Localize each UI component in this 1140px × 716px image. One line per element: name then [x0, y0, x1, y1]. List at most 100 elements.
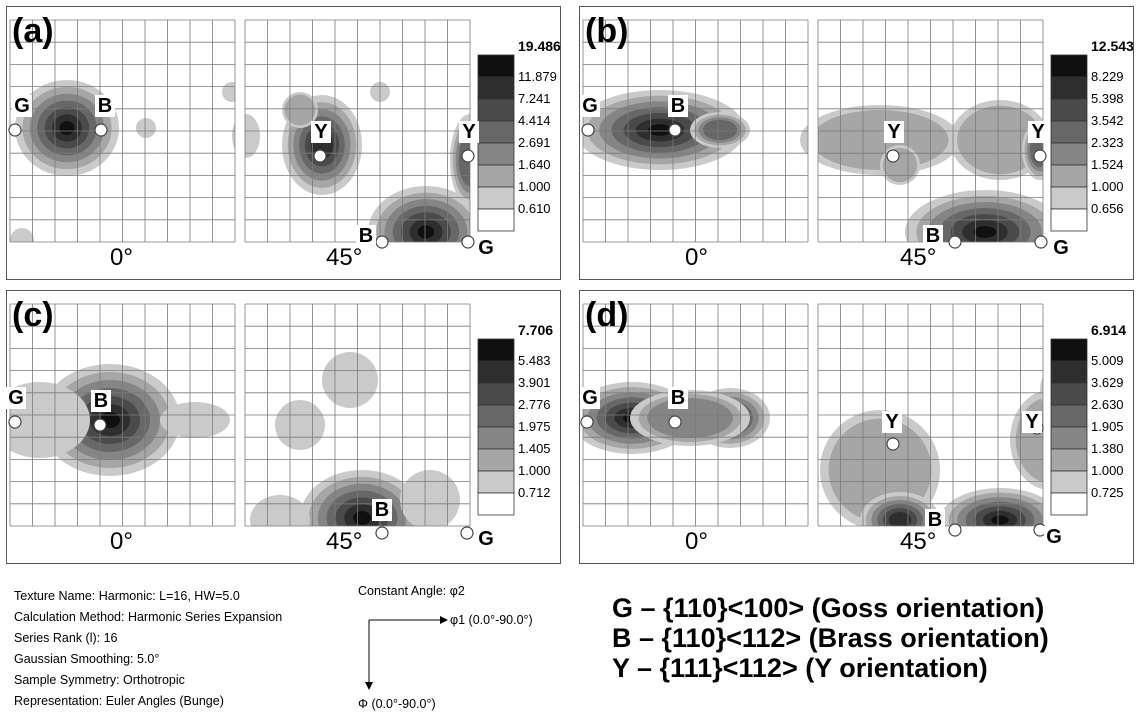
Phi-axis-label: Φ (0.0°-90.0°) [358, 697, 436, 711]
marker-d-left-G-0: G [580, 387, 600, 429]
scale-swatch-a-2 [477, 98, 515, 122]
scale-value-d-0: 6.914 [1091, 322, 1126, 338]
scale-swatch-b-4 [1050, 142, 1088, 166]
svg-text:G: G [1053, 237, 1069, 259]
section-label-b-45: 45° [900, 244, 937, 271]
svg-text:B: B [94, 390, 108, 412]
scale-bar-c: 7.706 5.483 3.901 2.776 1.975 1.405 1.000 0.712 [477, 322, 553, 516]
scale-swatch-a-6 [477, 186, 515, 210]
scale-swatch-c-7 [477, 492, 515, 516]
scale-value-b-6: 1.000 [1091, 179, 1124, 194]
scale-bar-d: 6.914 5.009 3.629 2.630 1.905 1.380 1.000 0.725 [1050, 322, 1126, 516]
scale-value-d-4: 1.905 [1091, 419, 1124, 434]
contour-a-4-level-6 [136, 118, 156, 138]
svg-text:Y: Y [314, 121, 328, 143]
scale-swatch-b-1 [1050, 76, 1088, 100]
scale-swatch-d-4 [1050, 426, 1088, 450]
svg-text:B: B [928, 509, 942, 531]
contour-c-3-level-6 [322, 352, 378, 408]
legend-y: Y – {111}<112> (Y orientation) [612, 653, 988, 683]
contour-a-8-level-0 [417, 225, 435, 239]
svg-text:G: G [14, 95, 30, 117]
scale-swatch-c-4 [477, 426, 515, 450]
svg-text:G: G [582, 95, 598, 117]
svg-text:G: G [8, 387, 24, 409]
Phi-arrowhead [365, 682, 373, 690]
axes-indicator [365, 616, 448, 690]
info-sample-symmetry: Sample Symmetry: Orthotropic [14, 673, 185, 687]
svg-text:G: G [1046, 526, 1062, 548]
scale-value-b-0: 12.543 [1091, 38, 1134, 54]
scale-swatch-b-0 [1050, 54, 1088, 78]
scale-value-c-4: 1.975 [518, 419, 551, 434]
scale-swatch-a-4 [477, 142, 515, 166]
contour-a-6-level-5 [284, 94, 316, 126]
marker-b-left-G-0: G [580, 95, 600, 137]
contour-c-7-level-6 [250, 495, 310, 526]
svg-text:Y: Y [885, 411, 899, 433]
marker-b-right-Y-0: Y [884, 121, 904, 163]
info-gaussian-smoothing: Gaussian Smoothing: 5.0° [14, 652, 160, 666]
scale-swatch-c-3 [477, 404, 515, 428]
grid-a-0 [9, 19, 236, 243]
contour-c-2-level-6 [160, 402, 230, 438]
contour-c-6-level-6 [400, 470, 460, 526]
scale-swatch-c-1 [477, 360, 515, 384]
scale-swatch-a-0 [477, 54, 515, 78]
legend-brass: B – {110}<112> (Brass orientation) [612, 623, 1049, 653]
contour-group-b [583, 90, 1043, 242]
contour-a-0-level-0 [59, 121, 75, 135]
scale-swatch-c-0 [477, 338, 515, 362]
scale-swatch-c-2 [477, 382, 515, 406]
scale-swatch-a-5 [477, 164, 515, 188]
scale-value-d-6: 1.000 [1091, 463, 1124, 478]
svg-text:Y: Y [887, 121, 901, 143]
grid-b-0 [582, 19, 809, 243]
marker-a-left-B-1: B [94, 95, 115, 137]
contour-c-4-level-6 [275, 400, 325, 450]
legend-goss: G – {110}<100> (Goss orientation) [612, 593, 1045, 623]
scale-value-a-3: 4.414 [518, 113, 551, 128]
section-label-a-0: 0° [110, 244, 133, 271]
svg-text:Y: Y [462, 121, 476, 143]
contour-d-5-level-0 [991, 515, 1009, 525]
marker-d-left-B-1: B [668, 387, 688, 429]
scale-value-d-2: 3.629 [1091, 375, 1124, 390]
section-label-b-0: 0° [685, 244, 708, 271]
contour-a-2-level-6 [10, 228, 34, 242]
scale-value-d-1: 5.009 [1091, 353, 1124, 368]
section-label-c-0: 0° [110, 528, 133, 555]
marker-d-right-G-3: G [1033, 523, 1064, 548]
marker-d-right-Y-0: Y [882, 411, 902, 451]
info-representation: Representation: Euler Angles (Bunge) [14, 694, 224, 708]
svg-text:G: G [478, 237, 494, 259]
grid-c-45 [244, 303, 471, 527]
info-texture-name: Texture Name: Harmonic: L=16, HW=5.0 [14, 589, 240, 603]
scale-swatch-a-3 [477, 120, 515, 144]
grid-d-45 [817, 303, 1044, 527]
scale-value-d-7: 0.725 [1091, 485, 1124, 500]
svg-text:G: G [478, 528, 494, 550]
grid-d-0 [582, 303, 809, 527]
marker-c-right-G-1: G [460, 526, 496, 550]
scale-swatch-d-7 [1050, 492, 1088, 516]
scale-swatch-d-1 [1050, 360, 1088, 384]
scale-bar-a: 19.486 11.879 7.241 4.414 2.691 1.640 1.000 0.6… [477, 38, 561, 232]
scale-value-c-2: 3.901 [518, 375, 551, 390]
scale-swatch-b-6 [1050, 186, 1088, 210]
scale-value-b-4: 2.323 [1091, 135, 1124, 150]
marker-a-left-G-0: G [8, 95, 32, 137]
scale-bar-b: 12.543 8.229 5.398 3.542 2.323 1.524 1.000 0.65… [1050, 38, 1134, 232]
panel-label-b: (b) [585, 12, 629, 50]
scale-value-b-2: 5.398 [1091, 91, 1124, 106]
scale-swatch-b-5 [1050, 164, 1088, 188]
scale-value-b-5: 1.524 [1091, 157, 1124, 172]
svg-text:B: B [359, 225, 373, 247]
scale-value-c-6: 1.000 [518, 463, 551, 478]
info-calculation-method: Calculation Method: Harmonic Series Expa… [14, 610, 283, 624]
scale-value-d-3: 2.630 [1091, 397, 1124, 412]
svg-text:Y: Y [1025, 411, 1039, 433]
section-label-c-45: 45° [326, 528, 363, 555]
contour-b-0-level-0 [647, 124, 673, 136]
